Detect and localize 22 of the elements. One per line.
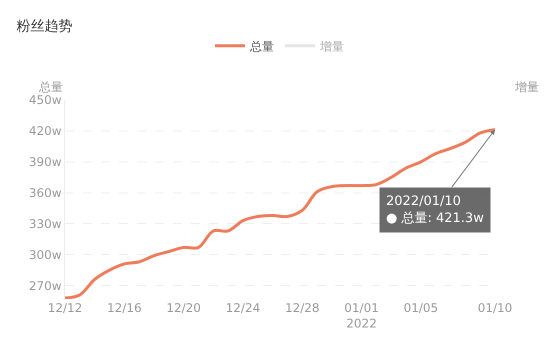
y-tick-label: 300w bbox=[28, 248, 62, 262]
y-tick-label: 330w bbox=[28, 216, 62, 231]
x-tick-label: 01/01 2022 bbox=[344, 301, 379, 331]
x-tick-label: 12/24 bbox=[226, 301, 260, 315]
y-tick-label: 420w bbox=[28, 124, 62, 138]
y-tick-label: 390w bbox=[28, 155, 62, 170]
y-tick-label: 450w bbox=[28, 93, 62, 108]
x-tick-label: 12/20 bbox=[166, 301, 201, 315]
line-series bbox=[65, 128, 495, 299]
annotation: 2022/01/10 ● 总量: 421.3w bbox=[386, 194, 484, 226]
y2-axis-title: 增量 bbox=[514, 80, 539, 94]
legend-label: 增量 bbox=[319, 39, 344, 54]
y-tick-label: 360w bbox=[28, 186, 62, 200]
chart-title: 粉丝趋势 bbox=[16, 18, 72, 34]
x-tick-label: 12/12 bbox=[48, 301, 82, 315]
x-tick-label: 01/10 bbox=[478, 301, 512, 315]
x-tick-label: 01/05 bbox=[404, 301, 438, 315]
y-tick-label: 270w bbox=[28, 278, 62, 293]
y-axis-title: 总量 bbox=[38, 80, 63, 94]
x-tick-label: 12/16 bbox=[107, 301, 142, 315]
x-tick-label: 12/28 bbox=[284, 301, 320, 315]
legend-label: 总量 bbox=[249, 39, 274, 54]
